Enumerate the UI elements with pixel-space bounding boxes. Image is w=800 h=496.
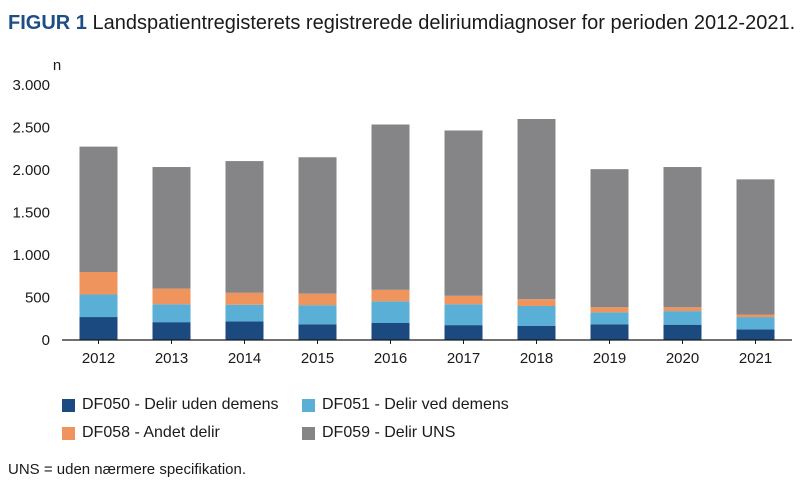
bar-segment-2019-s0 bbox=[590, 324, 629, 340]
bar-segment-2016-s3 bbox=[371, 124, 410, 290]
bar-segment-2018-s0 bbox=[517, 325, 556, 340]
bar-segment-2014-s2 bbox=[225, 292, 264, 305]
bar-segment-2020-s2 bbox=[663, 307, 702, 312]
bar-segment-2021-s0 bbox=[736, 329, 775, 340]
legend-item-df051: DF051 - Delir ved demens bbox=[302, 394, 509, 416]
bar-segment-2014-s1 bbox=[225, 304, 264, 322]
bar-segment-2015-s0 bbox=[298, 324, 337, 340]
y-axis-ticks: 0 500 1.000 1.500 2.000 2.500 3.000 bbox=[12, 77, 50, 349]
bar-segment-2014-s3 bbox=[225, 161, 264, 293]
x-tick-label: 2019 bbox=[593, 350, 626, 367]
legend-swatch-df050 bbox=[62, 398, 75, 412]
x-tick-label: 2016 bbox=[374, 350, 407, 367]
y-tick-label: 0 bbox=[42, 332, 50, 349]
bar-segment-2018-s1 bbox=[517, 306, 556, 326]
bar-segment-2017-s2 bbox=[444, 295, 483, 305]
bar-segment-2021-s2 bbox=[736, 314, 775, 318]
x-tick-label: 2020 bbox=[666, 350, 699, 367]
y-tick-label: 500 bbox=[25, 290, 50, 307]
y-tick-label: 3.000 bbox=[12, 77, 50, 94]
bar-segment-2015-s1 bbox=[298, 305, 337, 325]
y-axis-unit-label: n bbox=[53, 57, 61, 74]
x-tick-label: 2013 bbox=[155, 350, 188, 367]
x-tick-label: 2017 bbox=[447, 350, 480, 367]
legend-label-df051: DF051 - Delir ved demens bbox=[322, 396, 509, 413]
bar-segment-2019-s3 bbox=[590, 169, 629, 308]
x-tick-label: 2014 bbox=[228, 350, 261, 367]
bar-segment-2021-s3 bbox=[736, 179, 775, 315]
legend-swatch-df058 bbox=[62, 426, 75, 440]
legend-swatch-df059 bbox=[302, 426, 315, 440]
legend-label-df050: DF050 - Delir uden demens bbox=[82, 396, 279, 413]
bar-segment-2013-s0 bbox=[152, 322, 191, 340]
bar-segment-2013-s2 bbox=[152, 288, 191, 305]
legend-label-df059: DF059 - Delir UNS bbox=[322, 424, 456, 441]
legend: DF050 - Delir uden demens DF051 - Delir … bbox=[62, 394, 582, 450]
y-tick-label: 1.000 bbox=[12, 247, 50, 264]
bar-segment-2013-s3 bbox=[152, 167, 191, 289]
bars bbox=[79, 119, 775, 340]
y-tick-label: 2.500 bbox=[12, 120, 50, 137]
bar-segment-2017-s1 bbox=[444, 304, 483, 326]
bar-segment-2020-s3 bbox=[663, 167, 702, 308]
bar-segment-2016-s0 bbox=[371, 323, 410, 340]
bar-segment-2019-s1 bbox=[590, 312, 629, 325]
footnote: UNS = uden nærmere specifikation. bbox=[8, 461, 247, 478]
bar-segment-2015-s2 bbox=[298, 293, 337, 306]
legend-item-df050: DF050 - Delir uden demens bbox=[62, 394, 279, 416]
bar-segment-2016-s1 bbox=[371, 301, 410, 323]
legend-swatch-df051 bbox=[302, 398, 315, 412]
legend-item-df059: DF059 - Delir UNS bbox=[302, 422, 455, 444]
bar-segment-2019-s2 bbox=[590, 307, 629, 313]
bar-segment-2014-s0 bbox=[225, 321, 264, 340]
bar-segment-2012-s1 bbox=[79, 294, 118, 318]
y-tick-label: 1.500 bbox=[12, 205, 50, 222]
x-tick-label: 2012 bbox=[82, 350, 115, 367]
bar-segment-2020-s0 bbox=[663, 324, 702, 340]
bar-segment-2013-s1 bbox=[152, 304, 191, 323]
x-tick-label: 2015 bbox=[301, 350, 334, 367]
bar-segment-2020-s1 bbox=[663, 311, 702, 325]
x-tick-label: 2021 bbox=[739, 350, 772, 367]
x-tick-label: 2018 bbox=[520, 350, 553, 367]
bar-segment-2021-s1 bbox=[736, 317, 775, 330]
bar-segment-2017-s3 bbox=[444, 130, 483, 296]
bar-segment-2018-s3 bbox=[517, 119, 556, 300]
bar-segment-2016-s2 bbox=[371, 289, 410, 302]
figure-title: FIGUR 1 Landspatientregisterets registre… bbox=[8, 8, 795, 38]
legend-item-df058: DF058 - Andet delir bbox=[62, 422, 220, 444]
bar-segment-2015-s3 bbox=[298, 157, 337, 294]
figure-label: FIGUR 1 bbox=[8, 12, 87, 34]
figure-title-text: Landspatientregisterets registrerede del… bbox=[92, 12, 796, 34]
bar-segment-2018-s2 bbox=[517, 299, 556, 306]
bar-segment-2012-s0 bbox=[79, 317, 118, 340]
bar-segment-2012-s2 bbox=[79, 272, 118, 295]
stacked-bar-chart: n 0 500 1.000 1.500 2.000 2.500 3.000 2012 2013… bbox=[12, 57, 792, 367]
bar-segment-2012-s3 bbox=[79, 146, 118, 272]
y-tick-label: 2.000 bbox=[12, 162, 50, 179]
bar-segment-2017-s0 bbox=[444, 325, 483, 340]
legend-label-df058: DF058 - Andet delir bbox=[82, 424, 220, 441]
x-axis-ticks: 2012 2013 2014 2015 2016 2017 2018 2019 2020 2021 bbox=[82, 340, 772, 367]
